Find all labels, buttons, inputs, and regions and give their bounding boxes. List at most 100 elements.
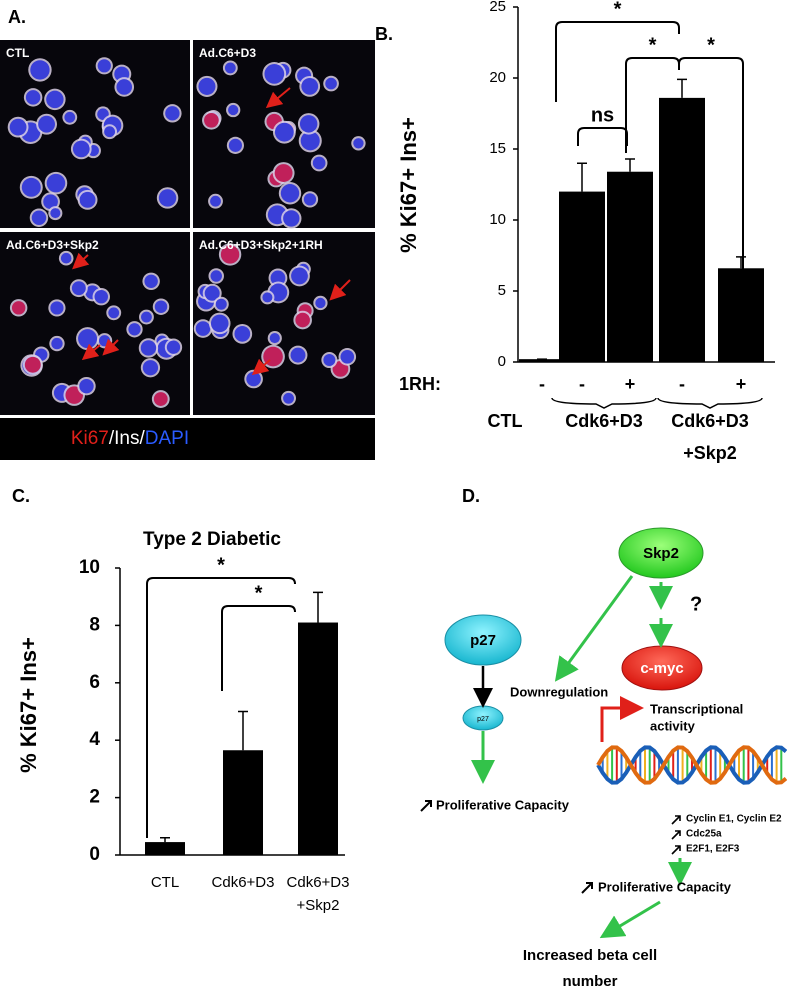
image-label: Ad.C6+D3	[199, 46, 256, 60]
nucleus	[291, 267, 308, 285]
group-brace	[657, 397, 763, 409]
x-tick-label: CTL	[151, 874, 179, 891]
panel-label: D.	[462, 486, 480, 506]
nucleus	[228, 104, 239, 116]
bar	[607, 171, 653, 362]
legend-bar	[0, 418, 375, 460]
nucleus	[283, 210, 300, 227]
nucleus	[154, 300, 168, 313]
nucleus	[64, 111, 76, 123]
nucleus	[79, 191, 96, 208]
up-arrow-icon	[671, 845, 681, 855]
up-arrow-icon	[671, 830, 681, 840]
pointer-arrow	[251, 358, 271, 376]
x-tick-label: -	[579, 374, 585, 394]
y-tick-label: 4	[89, 729, 100, 750]
bar	[298, 622, 338, 855]
dna-strand	[596, 745, 787, 785]
nucleus	[204, 112, 219, 128]
up-arrow-icon	[671, 815, 681, 825]
nucleus	[60, 252, 72, 264]
significance-label: *	[707, 34, 715, 56]
nucleus	[71, 281, 86, 296]
target-gene: E2F1, E2F3	[686, 844, 740, 855]
nucleus	[323, 354, 336, 367]
image-label: CTL	[6, 46, 29, 60]
y-tick-label: 2	[89, 787, 100, 808]
nucleus	[43, 194, 58, 210]
nucleus	[165, 106, 180, 121]
x-tick-label: -	[679, 374, 685, 394]
nucleus	[274, 122, 294, 142]
nucleus	[104, 126, 116, 138]
arrow	[554, 575, 634, 682]
error-bar	[577, 162, 587, 192]
nucleus	[46, 90, 64, 109]
nucleus	[270, 270, 286, 286]
pointer-arrow	[72, 252, 90, 270]
nucleus	[38, 115, 56, 133]
x-tick-label: Cdk6+D3	[212, 874, 275, 891]
node-label: c-myc	[640, 660, 683, 677]
stain-dapi: DAPI	[145, 428, 189, 449]
y-tick-label: 0	[498, 353, 506, 370]
target-gene: Cdc25a	[686, 829, 722, 840]
outcome: Proliferative Capacity	[598, 879, 732, 894]
significance-label: *	[614, 0, 622, 20]
target-gene: Cyclin E1, Cyclin E2	[686, 814, 782, 825]
bar	[223, 750, 263, 855]
group-label: Cdk6+D3	[671, 411, 749, 431]
nucleus	[140, 340, 157, 356]
panel-label: B.	[375, 24, 393, 44]
nucleus	[79, 378, 94, 394]
pointer-arrow	[265, 87, 291, 109]
nucleus	[234, 326, 251, 342]
result: Increased beta cell	[523, 947, 657, 964]
nucleus	[210, 314, 229, 333]
nucleus	[210, 270, 222, 282]
nucleus	[31, 210, 47, 225]
node	[618, 527, 704, 579]
nucleus	[264, 64, 285, 84]
y-tick-label: 10	[79, 557, 100, 578]
node-label: p27	[477, 716, 489, 723]
significance-bracket	[678, 57, 744, 270]
bar	[559, 191, 605, 362]
pointer-arrow	[329, 279, 351, 301]
error-bar	[736, 256, 746, 269]
bar	[659, 97, 705, 362]
y-tick-label: 0	[89, 844, 100, 865]
nucleus	[128, 323, 141, 336]
nucleus	[142, 360, 159, 376]
node	[444, 614, 522, 666]
y-tick-label: 20	[489, 69, 506, 86]
nucleus	[97, 59, 111, 73]
nucleus	[301, 77, 319, 95]
nucleus	[116, 79, 133, 95]
nucleus	[98, 335, 111, 347]
y-axis-label: % Ki67+ Ins+	[16, 637, 41, 773]
nucleus	[262, 292, 273, 303]
nucleus	[353, 138, 364, 149]
x-tick-label: -	[539, 374, 545, 394]
panel-label: A.	[8, 7, 26, 27]
nucleus	[72, 140, 90, 158]
group-label: +Skp2	[683, 443, 737, 463]
stain-ins: /Ins/	[109, 428, 146, 449]
image-label: Ad.C6+D3+Skp2+1RH	[199, 238, 323, 252]
x-tick-label: +Skp2	[297, 897, 340, 914]
question-mark: ?	[690, 593, 702, 615]
significance-bracket	[555, 21, 680, 102]
significance-bracket	[577, 127, 628, 146]
nucleus	[25, 90, 41, 105]
dna-illustration	[596, 745, 787, 785]
stain-legend: Ki67/Ins/DAPI	[71, 428, 189, 449]
up-arrow-icon	[581, 882, 593, 894]
error-bar	[625, 158, 635, 172]
y-axis-label: % Ki67+ Ins+	[396, 117, 421, 253]
panel-d: D. Skp2 p27 c-myc p27 ? Downregulation P…	[420, 486, 787, 990]
nucleus	[283, 392, 294, 404]
pointer-arrow	[81, 343, 101, 361]
nucleus	[274, 164, 293, 182]
